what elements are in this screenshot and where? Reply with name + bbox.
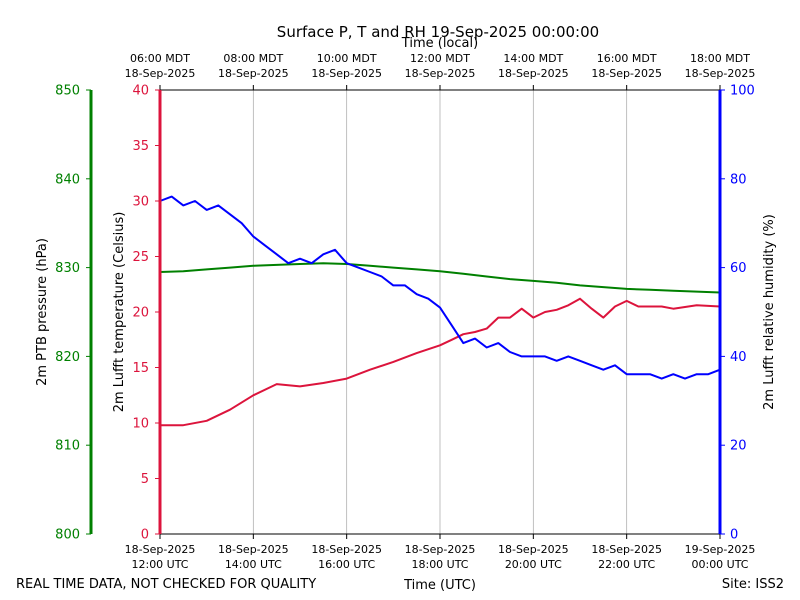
temperature-tick-label: 0: [141, 528, 149, 543]
temperature-tick-label: 10: [132, 417, 149, 432]
humidity-tick-label: 80: [730, 172, 747, 187]
pressure-series-line: [159, 262, 721, 294]
temperature-tick-label: 25: [132, 250, 149, 265]
bottom-tick-label-date: 18-Sep-2025: [405, 543, 476, 556]
top-tick-label-date: 18-Sep-2025: [311, 67, 382, 80]
humidity-axis-label: 2m Lufft relative humidity (%): [762, 214, 777, 410]
top-tick-label-time: 18:00 MDT: [690, 52, 750, 65]
top-tick-label-date: 18-Sep-2025: [498, 67, 569, 80]
bottom-tick-label-time: 12:00 UTC: [131, 558, 188, 571]
humidity-tick-label: 20: [730, 439, 747, 454]
bottom-tick-label-date: 18-Sep-2025: [218, 543, 289, 556]
pressure-tick-label: 830: [55, 261, 80, 276]
pressure-tick-label: 820: [55, 350, 80, 365]
top-tick-label-time: 14:00 MDT: [503, 52, 563, 65]
top-tick-label-time: 06:00 MDT: [130, 52, 190, 65]
bottom-axis-label: Time (UTC): [403, 578, 476, 593]
chart-title: Surface P, T and RH 19-Sep-2025 00:00:00: [277, 23, 599, 41]
bottom-tick-label-time: 20:00 UTC: [505, 558, 562, 571]
temperature-tick-label: 30: [132, 195, 149, 210]
axes: 18-Sep-2025 12:00 UTC 18-Sep-2025 14:00 UTC…: [55, 52, 755, 571]
bottom-tick-label-date: 18-Sep-2025: [311, 543, 382, 556]
humidity-tick-label: 40: [730, 350, 747, 365]
top-tick-label-date: 18-Sep-2025: [218, 67, 289, 80]
top-tick-label-date: 18-Sep-2025: [591, 67, 662, 80]
humidity-tick-label: 60: [730, 261, 747, 276]
temperature-series-line: [160, 297, 721, 427]
pressure-tick-label: 840: [55, 172, 80, 187]
temperature-axis-label: 2m Lufft temperature (Celsius): [112, 212, 127, 413]
temperature-tick-label: 35: [132, 139, 149, 154]
bottom-tick-label-time: 16:00 UTC: [318, 558, 375, 571]
pressure-axis-label: 2m PTB pressure (hPa): [35, 238, 50, 386]
top-tick-label-time: 12:00 MDT: [410, 52, 470, 65]
bottom-tick-label-date: 18-Sep-2025: [498, 543, 569, 556]
top-tick-label-time: 10:00 MDT: [317, 52, 377, 65]
humidity-series-line: [159, 195, 721, 380]
pressure-tick-label: 810: [55, 439, 80, 454]
top-tick-label-time: 08:00 MDT: [223, 52, 283, 65]
footer-quality-note: REAL TIME DATA, NOT CHECKED FOR QUALITY: [16, 577, 316, 592]
top-tick-label-time: 16:00 MDT: [597, 52, 657, 65]
top-axis-label: Time (local): [401, 36, 478, 51]
series-lines: [159, 195, 721, 427]
pressure-tick-label: 800: [55, 528, 80, 543]
temperature-tick-label: 20: [132, 306, 149, 321]
top-tick-label-date: 18-Sep-2025: [405, 67, 476, 80]
humidity-tick-label: 0: [730, 528, 738, 543]
bottom-tick-label-time: 18:00 UTC: [411, 558, 468, 571]
gridlines: [252, 90, 628, 534]
temperature-tick-label: 15: [132, 361, 149, 376]
temperature-tick-label: 5: [141, 472, 149, 487]
bottom-tick-label-time: 22:00 UTC: [598, 558, 655, 571]
bottom-tick-label-date: 18-Sep-2025: [591, 543, 662, 556]
bottom-tick-label-time: 14:00 UTC: [225, 558, 282, 571]
top-tick-label-date: 18-Sep-2025: [125, 67, 196, 80]
pressure-tick-label: 850: [55, 84, 80, 99]
top-tick-label-date: 18-Sep-2025: [685, 67, 756, 80]
bottom-tick-label-time: 00:00 UTC: [691, 558, 748, 571]
bottom-tick-label-date: 19-Sep-2025: [685, 543, 756, 556]
footer-site: Site: ISS2: [722, 577, 784, 592]
temperature-tick-label: 40: [132, 84, 149, 99]
bottom-tick-label-date: 18-Sep-2025: [125, 543, 196, 556]
humidity-tick-label: 100: [730, 84, 755, 99]
